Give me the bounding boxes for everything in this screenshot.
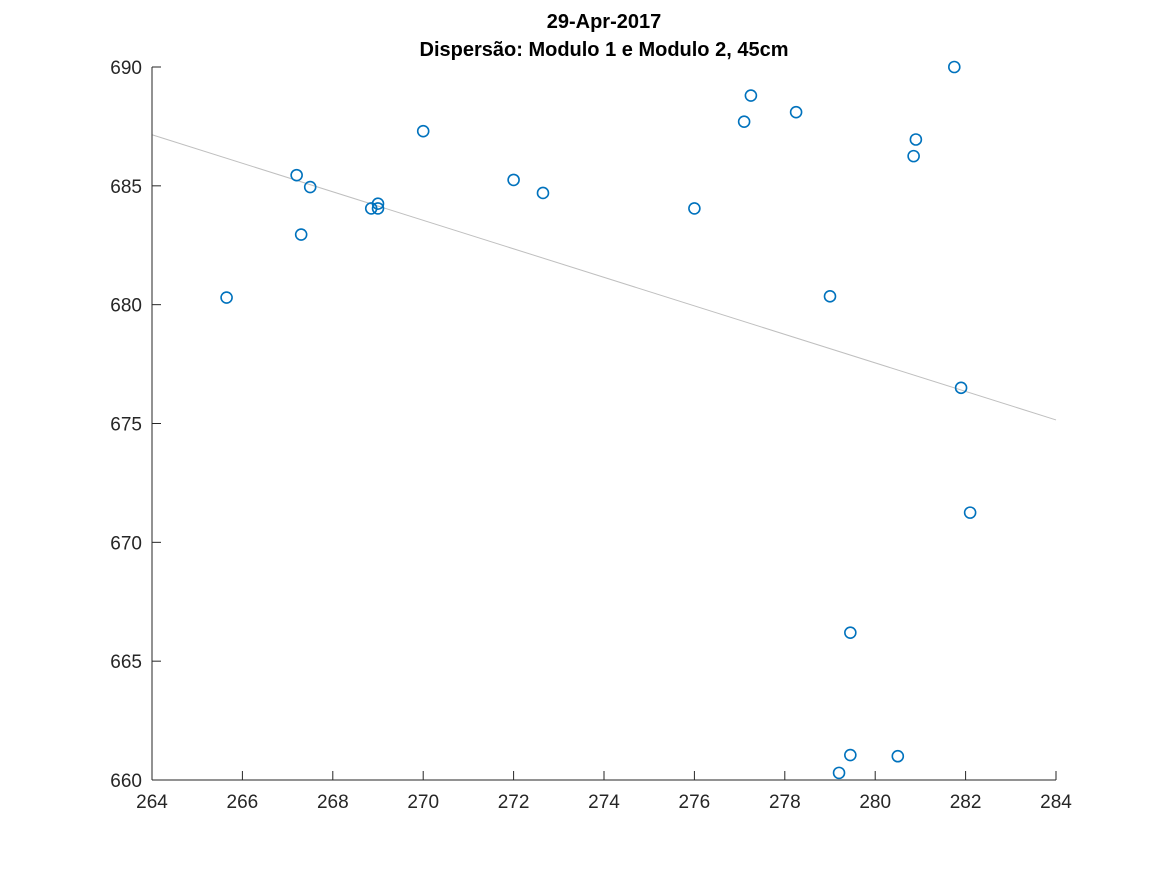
- y-tick-label: 660: [110, 771, 142, 792]
- data-point: [947, 60, 961, 74]
- data-point: [536, 186, 550, 200]
- y-tick-label: 690: [110, 58, 142, 79]
- x-tick-label: 270: [407, 792, 439, 813]
- data-point: [832, 766, 846, 780]
- data-point: [909, 133, 923, 146]
- data-point: [844, 748, 857, 762]
- data-point: [844, 626, 857, 639]
- data-point: [371, 197, 385, 210]
- y-tick-label: 665: [110, 652, 142, 673]
- data-point: [789, 105, 803, 119]
- data-point: [290, 168, 303, 182]
- axes: 264 266 268 270 272 274 276 278 280 282 284 660 665 6…: [110, 58, 1072, 813]
- y-tick-label: 670: [110, 533, 142, 554]
- data-point: [507, 173, 520, 187]
- x-tick-label: 278: [769, 792, 801, 813]
- data-point: [744, 89, 758, 102]
- chart-subtitle: Dispersão: Modulo 1 e Modulo 2, 45cm: [420, 39, 789, 61]
- data-point: [371, 202, 385, 215]
- y-tick-label: 685: [110, 177, 142, 198]
- x-tick-label: 264: [136, 792, 168, 813]
- fit-line-layer: [151, 134, 1057, 421]
- data-point: [294, 228, 308, 241]
- data-point: [688, 202, 701, 215]
- x-tick-label: 280: [859, 792, 891, 813]
- data-point: [954, 381, 968, 395]
- y-tick-label: 675: [110, 415, 142, 436]
- chart-title: 29-Apr-2017: [547, 11, 662, 33]
- data-point: [220, 291, 233, 304]
- x-tick-label: 282: [950, 792, 982, 813]
- x-tick-label: 274: [588, 792, 620, 813]
- data-point: [823, 290, 837, 303]
- data-point: [303, 180, 317, 194]
- data-point: [907, 149, 920, 163]
- x-tick-label: 266: [227, 792, 259, 813]
- x-tick-label: 284: [1040, 792, 1072, 813]
- data-point: [963, 506, 977, 519]
- data-point: [737, 115, 751, 128]
- x-tick-label: 272: [498, 792, 530, 813]
- y-tick-label: 680: [110, 296, 142, 317]
- data-point: [416, 124, 430, 138]
- x-tick-label: 268: [317, 792, 349, 813]
- regression-line: [151, 134, 1057, 421]
- data-points: [220, 60, 977, 780]
- x-tick-label: 276: [679, 792, 711, 813]
- data-point: [891, 749, 905, 763]
